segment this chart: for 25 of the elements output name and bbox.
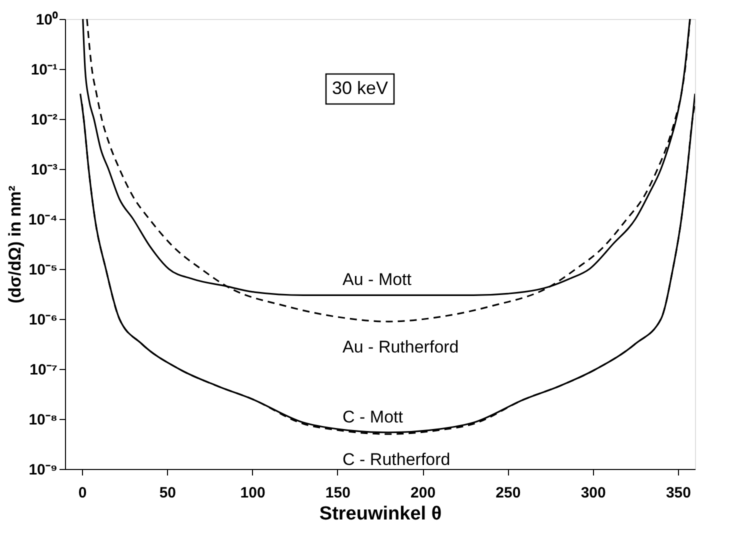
y-tick-label: 10⁻⁹ [28, 462, 58, 478]
x-tick-label: 250 [496, 484, 521, 502]
y-tick-label: 10⁻⁶ [28, 312, 58, 328]
x-tick-label: 300 [580, 484, 606, 502]
x-axis-title: Streuwinkel θ [319, 504, 442, 524]
x-tick-label: 100 [240, 484, 266, 502]
y-tick-label: 10⁻¹ [30, 62, 58, 78]
x-tick-label: 0 [78, 484, 87, 502]
x-tick-label: 200 [410, 484, 436, 502]
x-tick-label: 350 [666, 484, 691, 502]
y-tick-label: 10⁻⁷ [30, 362, 58, 378]
y-tick-label: 10⁻⁸ [28, 412, 58, 428]
series-label: C - Rutherford [342, 450, 450, 470]
y-tick-label: 10⁻² [30, 112, 58, 128]
y-tick-label: 10⁻³ [30, 162, 58, 178]
x-tick-label: 150 [325, 484, 350, 502]
y-tick-label: 10⁰ [36, 10, 58, 28]
annotation: 30 keV [332, 78, 388, 98]
series-label: Au - Mott [342, 270, 412, 290]
x-tick-label: 50 [159, 484, 176, 502]
y-tick-label: 10⁻⁴ [28, 212, 58, 228]
y-axis-title: (dσ/dΩ) in nm² [5, 185, 24, 304]
series-label: C - Mott [342, 407, 404, 426]
series-label: Au - Rutherford [342, 338, 459, 357]
y-tick-label: 10⁻⁵ [28, 262, 58, 278]
